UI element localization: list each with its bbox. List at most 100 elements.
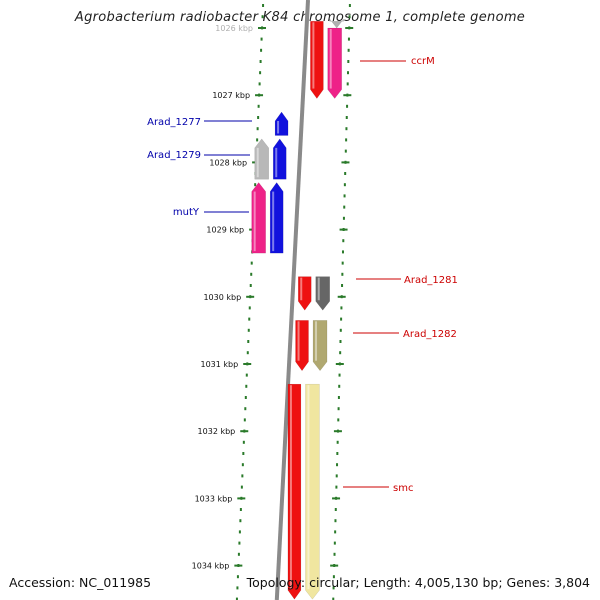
scale-tick-label: 1030 kbp: [203, 293, 241, 302]
scale-dot: [343, 194, 346, 198]
gene-highlight: [277, 121, 280, 134]
scale-dot: [247, 340, 250, 343]
scale-dot: [347, 37, 350, 41]
scale-dot: [341, 250, 344, 254]
scale-tick-label: 1031 kbp: [201, 360, 239, 369]
gene-feature: [327, 27, 342, 99]
scale-tick-label: 1033 kbp: [195, 494, 233, 503]
scale-dot: [242, 440, 245, 444]
gene-highlight: [317, 277, 320, 301]
scale-dot: [347, 48, 350, 52]
accession-label: Accession: NC_011985: [9, 575, 152, 590]
scale-tick-label: 1032 kbp: [198, 427, 236, 436]
scale-tick-label: 1029 kbp: [206, 226, 244, 235]
scale-dot: [347, 71, 350, 75]
scale-dot: [241, 474, 244, 478]
gene-feature: [312, 320, 328, 372]
scale-dot: [339, 340, 342, 343]
scale-dot: [238, 530, 241, 534]
gene-label-arad-1281[interactable]: Arad_1281: [404, 275, 458, 286]
gene-highlight: [253, 191, 256, 252]
scale-dot: [348, 4, 351, 7]
scale-dot: [260, 48, 263, 52]
scale-dot: [235, 597, 238, 600]
scale-dot: [242, 452, 245, 455]
gene-highlight: [312, 22, 315, 89]
scale-dot: [244, 396, 247, 399]
scale-dot: [245, 384, 248, 388]
scale-dot: [343, 205, 346, 209]
scale-dot: [336, 452, 339, 455]
scale-dot: [338, 373, 341, 377]
scale-dot: [236, 586, 239, 590]
scale-dot: [338, 384, 341, 388]
scale-dot: [341, 272, 344, 276]
scale-dot: [248, 317, 251, 321]
scale-dot: [346, 82, 349, 86]
scale-dot: [348, 15, 351, 19]
scale-dot: [250, 272, 253, 276]
gene-highlight: [307, 385, 310, 590]
gene-highlight: [297, 321, 300, 361]
scale-dot: [244, 407, 247, 411]
scale-dot: [339, 351, 342, 355]
gene-arad-1277: [274, 111, 289, 136]
scale-dot: [340, 317, 343, 321]
scale-dot: [344, 149, 347, 153]
scale-dot: [250, 261, 253, 265]
gene-feature: [251, 182, 266, 254]
scale-dot: [335, 485, 338, 489]
scale-dot: [258, 82, 261, 86]
scale-dot: [333, 541, 336, 545]
gene-highlight: [300, 277, 303, 301]
genome-summary-label: Topology: circular; Length: 4,005,130 bp…: [246, 575, 590, 590]
scale-tick-label: 1028 kbp: [209, 158, 247, 167]
gene-label-arad-1279[interactable]: Arad_1279: [147, 150, 201, 161]
genome-title: Agrobacterium radiobacter K84 chromosome…: [74, 10, 526, 25]
scale-dot: [240, 485, 243, 489]
scale-dot: [245, 373, 248, 377]
scale-dot: [239, 519, 242, 523]
scale-dot: [342, 239, 345, 243]
scale-dot: [345, 116, 348, 119]
scale-dot: [333, 552, 336, 556]
gene-arad-1281: [297, 276, 312, 311]
scale-dot: [236, 575, 239, 579]
scale-dot: [332, 575, 335, 579]
scale-tick-label: 1034 kbp: [192, 562, 230, 571]
gene-ccrm: [310, 21, 324, 99]
scale-dot: [254, 183, 257, 187]
scale-dot: [334, 530, 337, 534]
scale-tick-label: 1026 kbp: [215, 24, 253, 33]
scale-dot: [345, 138, 348, 142]
gene-smc: [287, 383, 302, 600]
scale-dot: [243, 418, 246, 422]
scale-dot: [332, 597, 335, 600]
scale-dot: [340, 306, 343, 310]
gene-label-arad-1282[interactable]: Arad_1282: [403, 329, 457, 340]
gene-highlight: [275, 147, 278, 178]
scale-dot: [341, 261, 344, 265]
scale-dot: [339, 328, 342, 332]
scale-dot: [259, 60, 262, 63]
gene-label-smc[interactable]: smc: [393, 483, 413, 494]
scale-dot: [259, 71, 262, 75]
scale-dot: [241, 463, 244, 467]
gene-label-muty[interactable]: mutY: [173, 207, 200, 218]
scale-dot: [334, 519, 337, 523]
scale-dot: [336, 463, 339, 467]
scale-dot: [261, 15, 264, 19]
scale-dot: [238, 541, 241, 545]
gene-label-arad-1277[interactable]: Arad_1277: [147, 117, 201, 128]
scale-dot: [342, 216, 345, 220]
gene-highlight: [256, 147, 259, 178]
gene-feature: [329, 18, 344, 29]
scale-dot: [341, 284, 344, 287]
scale-dot: [257, 116, 260, 119]
scale-dot: [346, 104, 349, 108]
gene-feature: [315, 276, 330, 311]
scale-dot: [256, 138, 259, 142]
scale-dot: [247, 328, 250, 332]
gene-label-ccrm[interactable]: ccrM: [411, 56, 435, 67]
